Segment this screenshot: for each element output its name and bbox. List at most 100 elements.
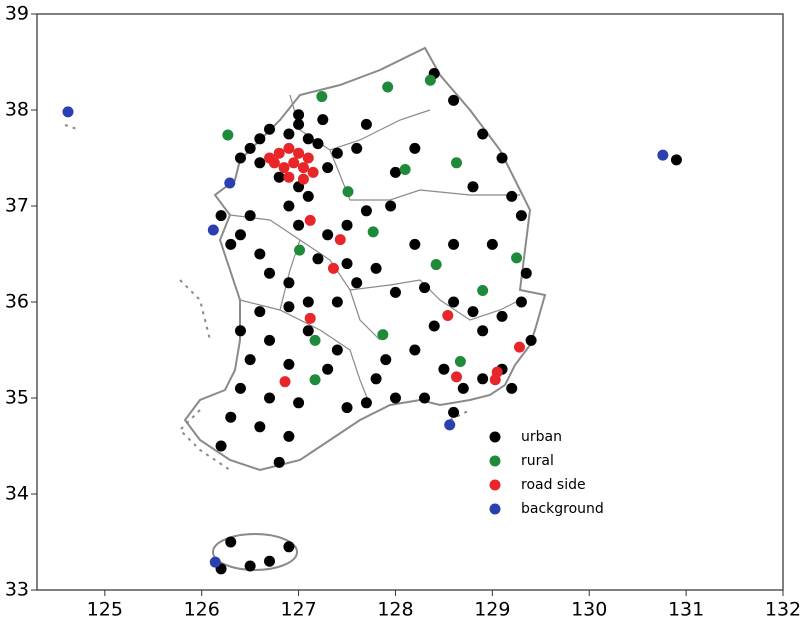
station-point (341, 219, 353, 231)
station-point (254, 248, 266, 260)
station-point (442, 309, 454, 321)
station-point (304, 214, 316, 226)
station-point (419, 392, 431, 404)
station-point (283, 171, 295, 183)
station-point (225, 238, 237, 250)
station-point (448, 238, 460, 250)
station-point (419, 282, 431, 294)
station-point (288, 157, 300, 169)
station-point (457, 382, 469, 394)
station-point (302, 325, 314, 337)
station-point (428, 320, 440, 332)
station-point (331, 344, 343, 356)
station-point (302, 296, 314, 308)
station-point (283, 430, 295, 442)
station-point (273, 456, 285, 468)
station-point (334, 234, 346, 246)
station-point (215, 210, 227, 222)
x-tick-label: 128 (377, 599, 413, 620)
station-point (322, 363, 334, 375)
station-point (454, 356, 466, 368)
station-point (234, 325, 246, 337)
station-point (215, 440, 227, 452)
station-point (451, 371, 463, 383)
station-point (224, 177, 236, 189)
station-point (234, 229, 246, 241)
station-point (234, 152, 246, 164)
station-point (351, 277, 363, 289)
x-tick-label: 125 (87, 599, 123, 620)
station-point (670, 154, 682, 166)
station-point (382, 81, 394, 93)
station-point (331, 147, 343, 159)
station-point (341, 402, 353, 414)
station-point (283, 541, 295, 553)
station-point (424, 74, 436, 86)
station-point (399, 164, 411, 176)
station-point (322, 162, 334, 174)
jeju (212, 533, 298, 571)
station-point (496, 310, 508, 322)
station-point (515, 210, 527, 222)
station-point (254, 157, 266, 169)
legend-label: rural (521, 453, 554, 469)
station-point (438, 363, 450, 375)
station-point (341, 258, 353, 270)
station-point (351, 142, 363, 154)
station-point (283, 358, 295, 370)
station-point (380, 354, 392, 366)
station-point (279, 376, 291, 388)
y-tick-label: 36 (5, 291, 29, 313)
station-point (477, 128, 489, 140)
station-point (254, 133, 266, 145)
station-point (316, 91, 328, 103)
station-point (273, 147, 285, 159)
station-point (389, 166, 401, 178)
station-point (377, 329, 389, 341)
station-point (304, 312, 316, 324)
station-point (312, 138, 324, 150)
station-point (294, 244, 306, 256)
station-point (302, 190, 314, 202)
station-point (264, 267, 276, 279)
station-point (322, 229, 334, 241)
station-point (448, 406, 460, 418)
legend-marker (489, 479, 501, 491)
station-point (225, 536, 237, 548)
station-point (254, 306, 266, 318)
legend-label: road side (521, 477, 586, 493)
legend-marker (489, 455, 501, 467)
y-tick-label: 37 (5, 195, 29, 217)
station-point (467, 306, 479, 318)
station-point (244, 142, 256, 154)
station-point (302, 133, 314, 145)
station-point (370, 373, 382, 385)
station-point (297, 162, 309, 174)
station-point (209, 556, 221, 568)
station-point (389, 286, 401, 298)
station-point (293, 219, 305, 231)
station-point (520, 267, 532, 279)
station-point (477, 325, 489, 337)
station-point (496, 152, 508, 164)
x-tick-label: 131 (668, 599, 704, 620)
station-point (389, 392, 401, 404)
station-point (222, 129, 234, 141)
station-point (309, 334, 321, 346)
legend-marker (489, 431, 501, 443)
station-point (360, 397, 372, 409)
station-point (312, 253, 324, 265)
x-tick-label: 132 (765, 599, 800, 620)
station-point (293, 109, 305, 121)
station-point (360, 205, 372, 217)
station-point (367, 226, 379, 238)
station-point (283, 301, 295, 313)
station-point (302, 152, 314, 164)
station-point (309, 374, 321, 386)
station-point (283, 128, 295, 140)
station-point (264, 555, 276, 567)
station-point (283, 200, 295, 212)
station-point (486, 238, 498, 250)
station-point (525, 334, 537, 346)
station-point (491, 366, 503, 378)
